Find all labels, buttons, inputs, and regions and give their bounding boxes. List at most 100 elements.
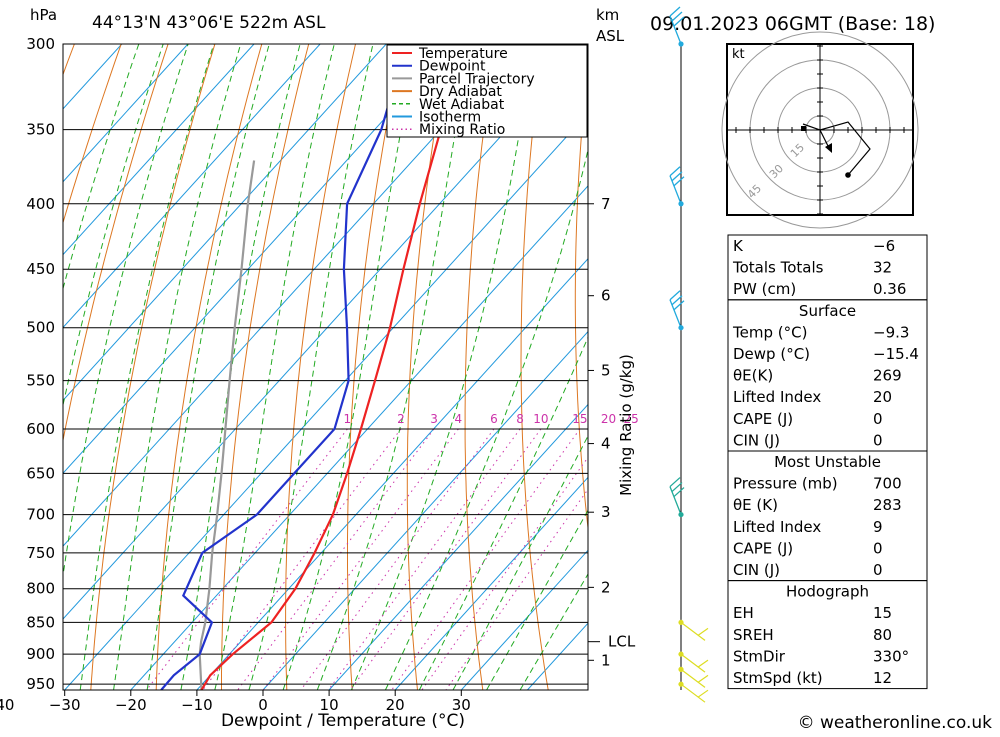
isotherm-line xyxy=(63,44,189,183)
pressure-tick-label: 400 xyxy=(26,195,55,213)
wind-barb xyxy=(669,477,685,518)
pressure-tick-label: 950 xyxy=(26,675,55,693)
height-tick-label: 2 xyxy=(601,578,611,596)
table-row-value: 15 xyxy=(873,604,892,622)
table-row-label: θE(K) xyxy=(733,367,773,385)
table-row-value: 283 xyxy=(873,496,902,514)
diagram-lines xyxy=(63,44,1000,690)
wind-barb xyxy=(669,166,685,207)
table-row-label: CAPE (J) xyxy=(733,410,793,428)
dry-adiabat-line xyxy=(965,44,1000,690)
pressure-tick-label: 500 xyxy=(26,319,55,337)
mixing-ratio-label: 4 xyxy=(455,412,463,426)
table-row: Lifted Index 20 xyxy=(733,388,892,406)
table-row: CAPE (J) 0 xyxy=(733,410,883,428)
table-row-value: −9.3 xyxy=(873,323,909,341)
table-row-label: StmDir xyxy=(733,647,786,665)
table-row-label: EH xyxy=(733,604,754,622)
table-row-label: CIN (J) xyxy=(733,431,780,449)
location-label: 44°13'N 43°06'E 522m ASL xyxy=(92,13,326,33)
index-row: K −6 xyxy=(733,237,895,255)
table-row-value: 0.36 xyxy=(873,280,906,298)
table-row-value: 32 xyxy=(873,259,892,277)
temperature-tick-label: −30 xyxy=(49,696,81,714)
wet-adiabat-line xyxy=(79,44,215,690)
wet-adiabat-line xyxy=(316,44,472,690)
lcl-label: LCL xyxy=(608,633,636,651)
pressure-tick-label: 850 xyxy=(26,613,55,631)
sounding-profiles xyxy=(160,44,480,690)
dry-adiabat-line xyxy=(285,44,356,690)
isotherm-line xyxy=(63,44,321,329)
height-tick-label: 1 xyxy=(601,651,611,669)
table-row-label: Temp (°C) xyxy=(732,323,807,341)
table-row-value: 0 xyxy=(873,410,883,428)
legend-label: Isotherm xyxy=(419,110,481,126)
pressure-tick-label: 600 xyxy=(26,420,55,438)
table-section-title: Surface xyxy=(799,302,856,320)
pressure-tick-label: 800 xyxy=(26,580,55,598)
table-row-label: Dewp (°C) xyxy=(733,345,810,363)
table-row-label: K xyxy=(733,237,744,255)
wind-barb xyxy=(678,681,709,703)
table-row-value: −6 xyxy=(873,237,895,255)
table-row: StmDir 330° xyxy=(733,647,909,665)
mixing-ratio-label: 10 xyxy=(533,412,548,426)
table-row-value: 80 xyxy=(873,626,892,644)
table-section-title: Hodograph xyxy=(786,583,869,601)
table-row-label: Lifted Index xyxy=(733,388,821,406)
table-row-label: SREH xyxy=(733,626,774,644)
isotherm-line xyxy=(63,44,387,402)
table-row: CIN (J) 0 xyxy=(733,561,883,579)
mixing-ratio-label: 15 xyxy=(572,412,587,426)
legend-label: Dewpoint xyxy=(419,59,486,75)
table-row: SREH 80 xyxy=(733,626,892,644)
isotherm-line xyxy=(63,44,123,110)
table-row-value: 12 xyxy=(873,669,892,687)
height-tick-label: 3 xyxy=(601,503,611,521)
table-row-value: 700 xyxy=(873,475,902,493)
table-row: EH 15 xyxy=(733,604,892,622)
table-row: CAPE (J) 0 xyxy=(733,539,883,557)
table-row-label: CAPE (J) xyxy=(733,539,793,557)
x-axis-title: Dewpoint / Temperature (°C) xyxy=(221,711,465,731)
storm-motion-arrowhead xyxy=(825,143,832,153)
table-row-label: CIN (J) xyxy=(733,561,780,579)
height-tick-label: 7 xyxy=(601,195,611,213)
temperature-tick-label: −20 xyxy=(115,696,147,714)
dry-adiabat-line xyxy=(406,44,450,690)
legend-label: Dry Adiabat xyxy=(419,84,502,100)
table-row-value: 330° xyxy=(873,647,909,665)
isotherm-line xyxy=(262,330,588,690)
mixing-ratio-label: 2 xyxy=(397,412,405,426)
mixing-ratio-label: 1 xyxy=(344,412,352,426)
table-row-value: −15.4 xyxy=(873,345,919,363)
pressure-tick-label: 750 xyxy=(26,544,55,562)
isotherm-line xyxy=(63,44,255,256)
mixing-ratio-line xyxy=(391,428,581,690)
isotherm-line xyxy=(328,403,588,690)
pressure-tick-label: 450 xyxy=(26,260,55,278)
table-row-label: StmSpd (kt) xyxy=(733,669,823,687)
dry-adiabat-line xyxy=(574,56,588,532)
temperature-tick-label: 0 xyxy=(258,696,268,714)
dry-adiabat-line xyxy=(918,44,1000,690)
wet-adiabat-line xyxy=(180,44,301,690)
isotherm-line xyxy=(63,44,453,474)
isotherm-line xyxy=(63,44,585,620)
table-row: θE (K) 283 xyxy=(733,496,902,514)
indices-tables: K −6 Totals Totals 32 PW (cm) 0.36 Surface Temp… xyxy=(727,234,928,690)
temperature-tick-label: 20 xyxy=(386,696,405,714)
wet-adiabat-line xyxy=(63,44,140,291)
temperature-tick-label: 10 xyxy=(320,696,339,714)
temperature-tick-label: 30 xyxy=(452,696,471,714)
wet-adiabat-line xyxy=(452,434,588,690)
mixing-ratio-line xyxy=(146,428,348,690)
dry-adiabat-line xyxy=(628,44,679,690)
table-row-value: 9 xyxy=(873,518,883,536)
height-tick-label: 6 xyxy=(601,287,611,305)
pressure-tick-label: 300 xyxy=(26,35,55,53)
mixing-ratio-axis-title: Mixing Ratio (g/kg) xyxy=(617,354,635,496)
